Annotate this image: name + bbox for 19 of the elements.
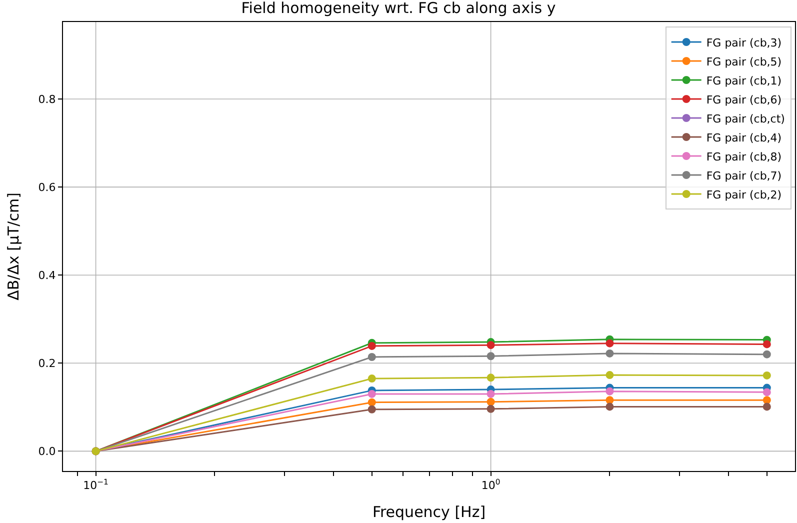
legend-label: FG pair (cb,4) [706, 131, 782, 144]
chart-title: Field homogeneity wrt. FG cb along axis y [241, 0, 556, 18]
y-tick-label: 0.4 [38, 268, 56, 282]
y-tick-label: 0.6 [38, 180, 56, 194]
x-tick-label: 10$^{0}$ [481, 478, 500, 492]
y-axis-title: ΔB/Δx [μT/cm] [4, 192, 23, 300]
legend-label: FG pair (cb,3) [706, 36, 782, 50]
legend-label: FG pair (cb,1) [706, 74, 782, 88]
legend-label: FG pair (cb,8) [706, 150, 782, 164]
legend-label: FG pair (cb,5) [706, 55, 782, 68]
legend-label: FG pair (cb,6) [706, 93, 782, 106]
legend-label: FG pair (cb,7) [706, 169, 782, 182]
legend-label: FG pair (cb,2) [706, 188, 782, 202]
legend-label: FG pair (cb,ct) [706, 112, 785, 126]
y-tick-label: 0.2 [38, 357, 56, 370]
y-tick-label: 0.0 [38, 445, 56, 458]
y-tick-label: 0.8 [38, 92, 56, 106]
x-axis-title: Frequency [Hz] [372, 503, 486, 522]
x-tick-label: 10$^{−1}$ [83, 478, 109, 492]
